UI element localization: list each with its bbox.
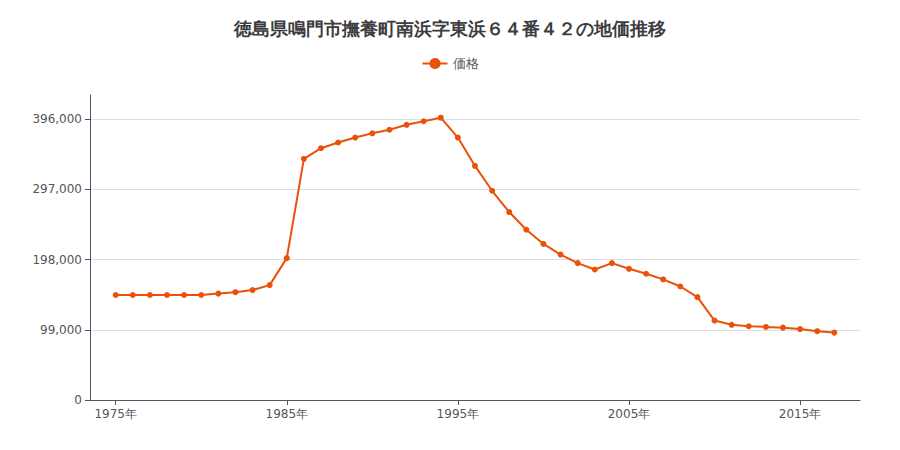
svg-text:1985年: 1985年	[266, 407, 309, 421]
svg-text:1975年: 1975年	[94, 407, 137, 421]
svg-text:2005年: 2005年	[608, 407, 651, 421]
svg-text:価格: 価格	[453, 56, 479, 71]
svg-text:99,000: 99,000	[40, 323, 82, 337]
svg-text:1995年: 1995年	[437, 407, 480, 421]
svg-text:0: 0	[74, 393, 82, 407]
svg-text:198,000: 198,000	[32, 253, 82, 267]
svg-text:徳島県鳴門市撫養町南浜字東浜６４番４２の地価推移: 徳島県鳴門市撫養町南浜字東浜６４番４２の地価推移	[233, 18, 666, 39]
svg-text:297,000: 297,000	[32, 182, 82, 196]
svg-text:2015年: 2015年	[779, 407, 822, 421]
svg-text:396,000: 396,000	[32, 112, 82, 126]
